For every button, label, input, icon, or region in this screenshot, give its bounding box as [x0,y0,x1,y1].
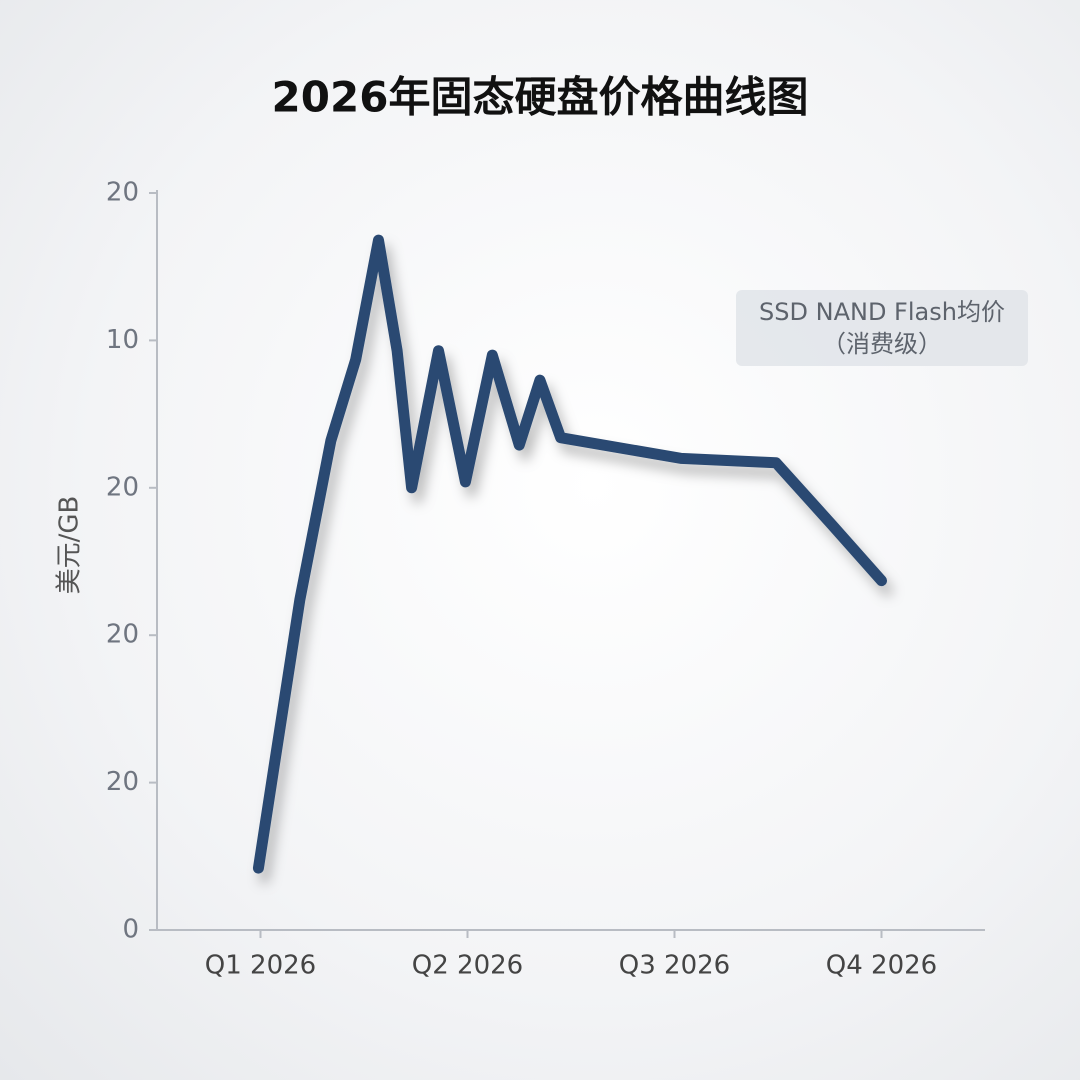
x-tick-label: Q3 2026 [619,951,730,981]
legend: SSD NAND Flash均价（消费级） [736,290,1028,366]
y-tick-label: 10 [106,325,139,355]
y-tick-label: 20 [106,472,139,502]
chart-title: 2026年固态硬盘价格曲线图 [272,73,809,122]
series-line [252,234,887,874]
y-tick-label: 20 [106,767,139,797]
x-tick-label: Q4 2026 [826,951,937,981]
x-tick-label: Q2 2026 [412,951,523,981]
y-tick-label: 0 [122,915,139,945]
y-axis-label: 美元/GB [55,496,85,595]
x-tick-label: Q1 2026 [205,951,316,981]
y-tick-label: 20 [106,178,139,208]
y-tick-label: 20 [106,620,139,650]
